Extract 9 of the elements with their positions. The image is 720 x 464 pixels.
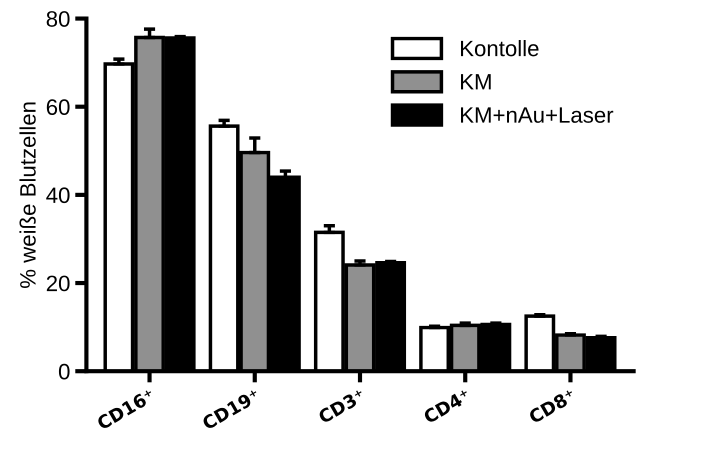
legend-label: KM+nAu+Laser [461,107,614,123]
y-tick-label: 40 [46,187,70,204]
y-axis-title: % weiße Blutzellen [19,102,36,288]
y-tick-label: 20 [46,276,70,292]
y-tick-label: 0 [58,364,70,380]
y-tick-label: 80 [46,11,70,27]
y-tick-label: 60 [46,99,70,115]
legend-label: KM [461,74,491,90]
legend-label: Kontolle [461,40,539,56]
